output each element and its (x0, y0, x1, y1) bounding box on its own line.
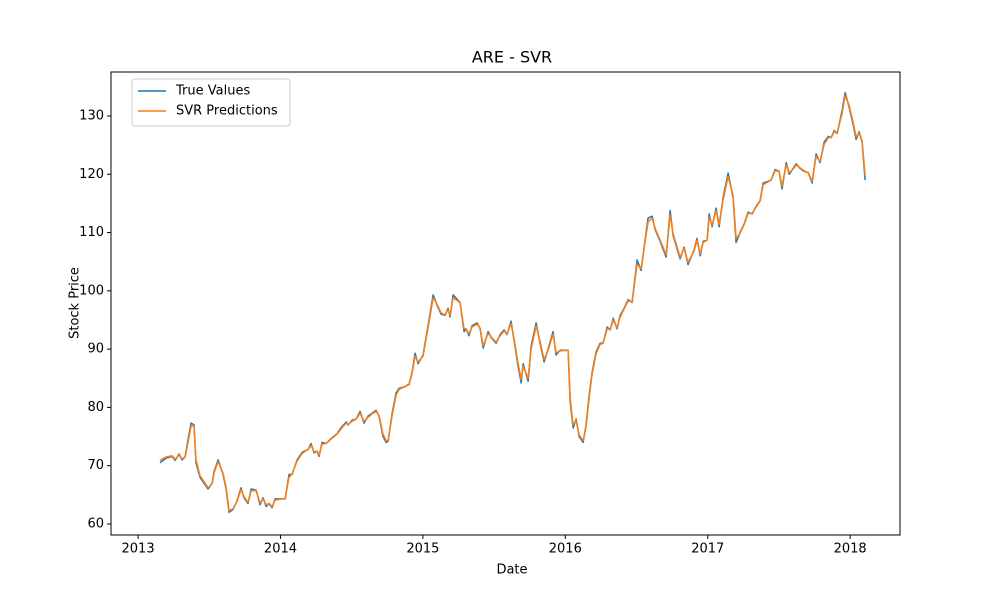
chart-title: ARE - SVR (472, 48, 552, 67)
x-tick-label: 2014 (264, 542, 297, 557)
x-tick-label: 2015 (406, 542, 439, 557)
x-axis-label: Date (496, 563, 527, 578)
x-tick-label: 2017 (691, 542, 724, 557)
y-tick-label: 80 (87, 400, 104, 415)
y-tick-label: 130 (79, 109, 104, 124)
x-tick-label: 2013 (122, 542, 155, 557)
y-tick-label: 70 (87, 458, 104, 473)
series-line (159, 94, 866, 512)
y-tick-label: 60 (87, 516, 104, 531)
legend-label: SVR Predictions (176, 104, 278, 119)
y-tick-label: 110 (79, 225, 104, 240)
legend-box (131, 78, 291, 127)
plot-frame (110, 71, 901, 536)
legend-label: True Values (175, 84, 250, 99)
y-tick-label: 90 (87, 342, 104, 357)
y-axis-label: Stock Price (68, 267, 83, 339)
x-tick-label: 2016 (549, 542, 582, 557)
y-tick-label: 100 (79, 283, 104, 298)
x-tick-label: 2018 (834, 542, 867, 557)
y-tick-label: 120 (79, 167, 104, 182)
